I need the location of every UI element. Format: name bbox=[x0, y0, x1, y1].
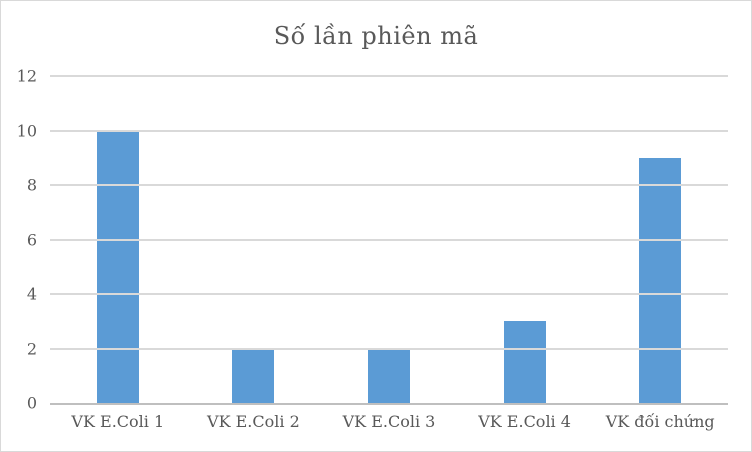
gridline bbox=[50, 75, 728, 77]
y-tick-label: 0 bbox=[26, 393, 37, 413]
x-tick-label: VK E.Coli 3 bbox=[342, 412, 436, 431]
x-tick-label: VK E.Coli 4 bbox=[478, 412, 571, 431]
bar-slot bbox=[321, 76, 457, 403]
bar-2 bbox=[232, 348, 275, 403]
gridline bbox=[50, 184, 728, 186]
y-tick-label: 12 bbox=[16, 66, 37, 86]
x-axis: VK E.Coli 1 VK E.Coli 2 VK E.Coli 3 VK E.Co… bbox=[50, 407, 728, 437]
gridline bbox=[50, 238, 728, 241]
bar-slot bbox=[50, 76, 186, 403]
y-tick-label: 8 bbox=[26, 175, 37, 195]
bar-slot bbox=[457, 76, 593, 403]
bar-slot bbox=[592, 76, 728, 403]
x-tick-label: VK đối chứng bbox=[605, 412, 715, 431]
bar-4 bbox=[503, 321, 546, 403]
x-tick-label: VK E.Coli 1 bbox=[71, 412, 165, 431]
y-tick-label: 6 bbox=[26, 230, 37, 249]
plot-area bbox=[50, 75, 728, 405]
chart-title: Số lần phiên mã bbox=[273, 22, 479, 50]
bars-row bbox=[50, 76, 728, 403]
y-tick-label: 2 bbox=[26, 339, 37, 358]
bar-5 bbox=[639, 157, 682, 403]
bar-1 bbox=[96, 130, 139, 403]
y-tick-label: 10 bbox=[16, 121, 37, 140]
x-tick-label: VK E.Coli 2 bbox=[207, 412, 300, 431]
gridline bbox=[50, 129, 728, 132]
gridline bbox=[50, 293, 728, 295]
bar-3 bbox=[367, 348, 410, 403]
gridline bbox=[50, 347, 728, 350]
bar-slot bbox=[186, 76, 322, 403]
y-tick-label: 4 bbox=[26, 284, 37, 304]
y-axis: 0 2 4 6 8 10 12 bbox=[1, 67, 41, 413]
